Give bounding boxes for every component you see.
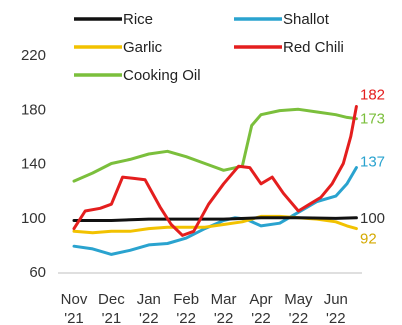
end-label-garlic: 92 xyxy=(360,231,377,248)
x-tick-label: Mar xyxy=(211,291,237,308)
legend: Rice Shallot Garlic Red Chili Cooking Oil xyxy=(74,11,344,84)
legend-label-garlic: Garlic xyxy=(123,39,163,56)
series-line-shallot xyxy=(72,166,358,256)
series-line-garlic xyxy=(72,214,358,235)
y-tick-label: 220 xyxy=(21,47,46,64)
x-tick-label: Apr xyxy=(249,291,272,308)
x-tick-label: Nov xyxy=(61,291,88,308)
series-line-cooking-oil xyxy=(72,107,358,183)
legend-label-cooking-oil: Cooking Oil xyxy=(123,67,201,84)
end-labels: 100 137 92 182 173 xyxy=(360,87,385,248)
y-tick-label: 140 xyxy=(21,156,46,173)
x-tick-label: Dec xyxy=(98,291,125,308)
legend-label-shallot: Shallot xyxy=(283,11,330,28)
end-label-rice: 100 xyxy=(360,210,385,227)
y-tick-label: 100 xyxy=(21,210,46,227)
end-label-shallot: 137 xyxy=(360,154,385,171)
x-tick-label: '22 xyxy=(251,310,271,325)
x-tick-label: May xyxy=(284,291,313,308)
series-line-red-chili xyxy=(72,105,358,237)
legend-label-rice: Rice xyxy=(123,11,153,28)
x-tick-label: '22 xyxy=(289,310,309,325)
x-tick-label: '22 xyxy=(214,310,234,325)
end-label-red-chili: 182 xyxy=(360,87,385,104)
y-tick-label: 60 xyxy=(29,264,46,281)
y-tick-label: 180 xyxy=(21,101,46,118)
plot-lines xyxy=(72,105,358,256)
x-tick-label: '22 xyxy=(326,310,346,325)
x-axis: Nov '21 Dec '21 Jan '22 Feb '22 Mar '22 Apr '22 May '… xyxy=(58,272,362,325)
x-tick-label: '21 xyxy=(102,310,122,325)
series-line-rice xyxy=(72,216,358,222)
x-tick-label: Jun xyxy=(324,291,348,308)
x-tick-label: Jan xyxy=(137,291,161,308)
end-label-cooking-oil: 173 xyxy=(360,111,385,128)
x-tick-label: Feb xyxy=(173,291,199,308)
x-tick-label: '22 xyxy=(139,310,159,325)
x-tick-label: '21 xyxy=(64,310,84,325)
y-axis: 60 100 140 180 220 xyxy=(21,47,46,281)
legend-label-red-chili: Red Chili xyxy=(283,39,344,56)
x-tick-label: '22 xyxy=(176,310,196,325)
